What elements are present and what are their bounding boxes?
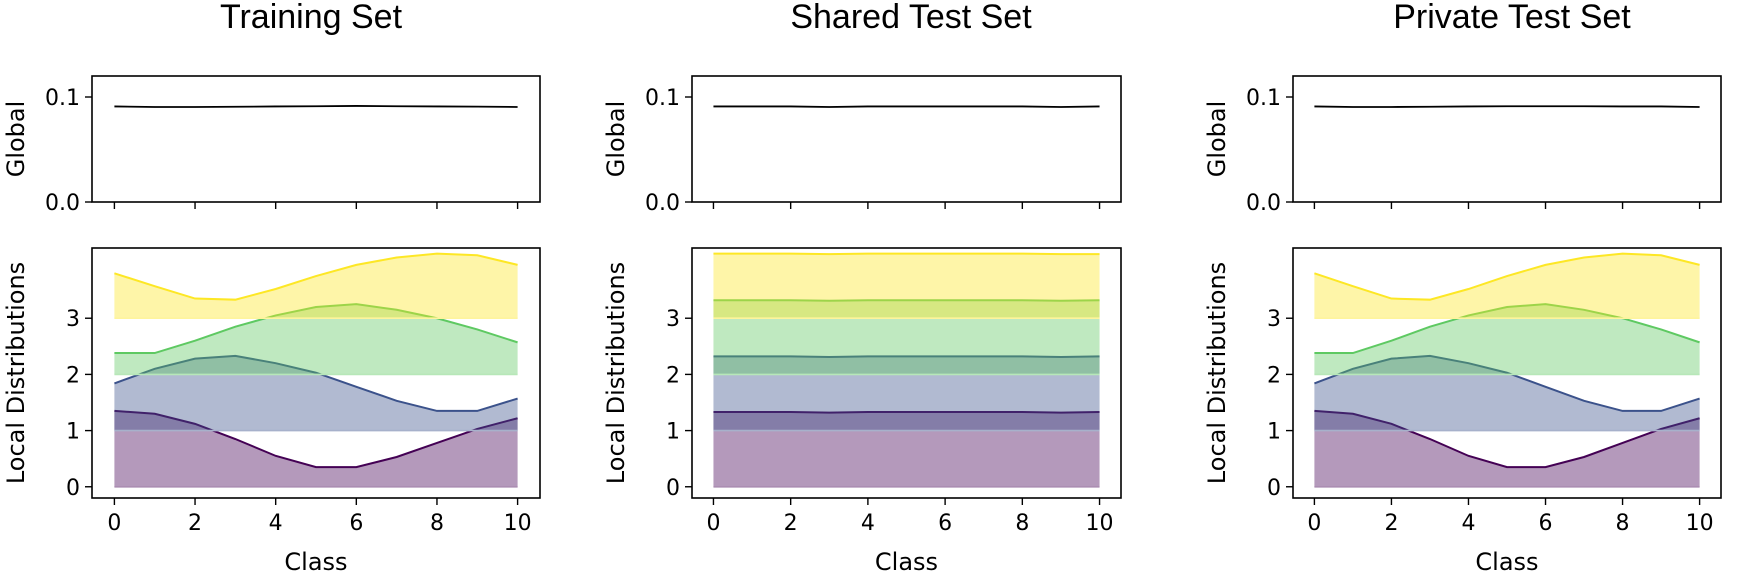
- y-axis-label: Global: [1203, 101, 1231, 178]
- x-axis-label: Class: [1475, 548, 1538, 576]
- y-axis-label: Global: [602, 101, 630, 178]
- global-line-0: [1314, 105, 1700, 108]
- title-private-test-set: Private Test Set: [1393, 0, 1631, 36]
- y-axis-label: Local Distributions: [602, 262, 630, 484]
- x-tick-label: 2: [1384, 511, 1398, 536]
- area-line-2: [1314, 303, 1700, 355]
- area-fill-0: [1314, 410, 1700, 487]
- area-line-0: [1314, 409, 1700, 469]
- y-tick-label: 3: [66, 307, 80, 332]
- area-line-3: [114, 252, 518, 301]
- x-tick-label: 4: [1461, 511, 1475, 536]
- x-axis-label: Class: [284, 548, 347, 576]
- x-tick-label: 2: [784, 511, 798, 536]
- x-tick-label: 8: [1616, 511, 1630, 536]
- x-tick-label: 4: [269, 511, 283, 536]
- area-line-2: [114, 303, 518, 355]
- x-tick-label: 2: [188, 511, 202, 536]
- x-tick-label: 10: [1686, 511, 1714, 536]
- y-tick-label: 0.0: [1246, 191, 1281, 216]
- y-tick-label: 2: [1267, 363, 1281, 388]
- y-tick-label: 3: [1267, 307, 1281, 332]
- area-line-2: [713, 299, 1100, 302]
- area-fill-3: [1314, 253, 1700, 319]
- x-tick-label: 0: [706, 511, 720, 536]
- y-tick-label: 3: [666, 307, 680, 332]
- y-tick-label: 0.0: [45, 191, 80, 216]
- axes-frame: [691, 247, 1122, 499]
- panel-1: 0.0 0.1 Global: [602, 75, 1122, 216]
- title-shared-test-set: Shared Test Set: [790, 0, 1032, 36]
- global-line-0: [114, 105, 518, 108]
- y-tick-label: 2: [66, 363, 80, 388]
- y-tick-label: 0.1: [645, 86, 680, 111]
- area-line-3: [713, 252, 1100, 256]
- panel-3: 0 1 2 3 0 2 4 6 8 10 Local Distributions Class: [2, 247, 541, 576]
- x-tick-label: 6: [349, 511, 363, 536]
- area-line-1: [114, 354, 518, 412]
- axes-frame: [91, 75, 541, 203]
- x-tick-label: 0: [1307, 511, 1321, 536]
- y-tick-label: 0: [66, 476, 80, 501]
- axes-frame: [691, 75, 1122, 203]
- x-tick-label: 10: [1086, 511, 1114, 536]
- panel-2: 0.0 0.1 Global: [1203, 75, 1722, 216]
- area-line-3: [1314, 252, 1700, 301]
- y-tick-label: 2: [666, 363, 680, 388]
- y-tick-label: 1: [66, 420, 80, 445]
- x-axis-label: Class: [875, 548, 938, 576]
- x-tick-label: 0: [107, 511, 121, 536]
- x-tick-label: 6: [1539, 511, 1553, 536]
- title-training-set: Training Set: [220, 0, 403, 36]
- y-tick-label: 1: [1267, 420, 1281, 445]
- y-tick-label: 0.1: [45, 86, 80, 111]
- axes-frame: [91, 247, 541, 499]
- x-tick-label: 6: [938, 511, 952, 536]
- y-tick-label: 0.0: [645, 191, 680, 216]
- x-tick-label: 8: [430, 511, 444, 536]
- x-tick-label: 4: [861, 511, 875, 536]
- x-tick-label: 8: [1015, 511, 1029, 536]
- y-axis-label: Local Distributions: [1203, 262, 1231, 484]
- area-fill-0: [114, 410, 518, 487]
- y-tick-label: 0.1: [1246, 86, 1281, 111]
- area-line-1: [713, 355, 1100, 358]
- panel-4: 0 1 2 3 0 2 4 6 8 10 Local Distributions Class: [602, 247, 1122, 576]
- plots-layer: 0.0 0.1 Global 0.0 0.1 Global 0.0 0.1 Global 0 1 2 3…: [2, 75, 1722, 576]
- area-line-0: [114, 409, 518, 469]
- y-axis-label: Local Distributions: [2, 262, 30, 484]
- area-fill-3: [713, 253, 1100, 319]
- area-line-0: [713, 411, 1100, 414]
- y-tick-label: 0: [1267, 476, 1281, 501]
- x-tick-label: 10: [504, 511, 532, 536]
- area-fill-2: [114, 304, 518, 375]
- y-tick-label: 1: [666, 420, 680, 445]
- panel-0: 0.0 0.1 Global: [2, 75, 541, 216]
- panel-5: 0 1 2 3 0 2 4 6 8 10 Local Distributions Class: [1203, 247, 1722, 576]
- axes-frame: [1292, 75, 1722, 203]
- area-line-1: [1314, 354, 1700, 412]
- global-line-0: [713, 105, 1100, 108]
- y-axis-label: Global: [2, 101, 30, 178]
- y-tick-label: 0: [666, 476, 680, 501]
- area-fill-2: [1314, 304, 1700, 375]
- area-fill-3: [114, 253, 518, 319]
- axes-frame: [1292, 247, 1722, 499]
